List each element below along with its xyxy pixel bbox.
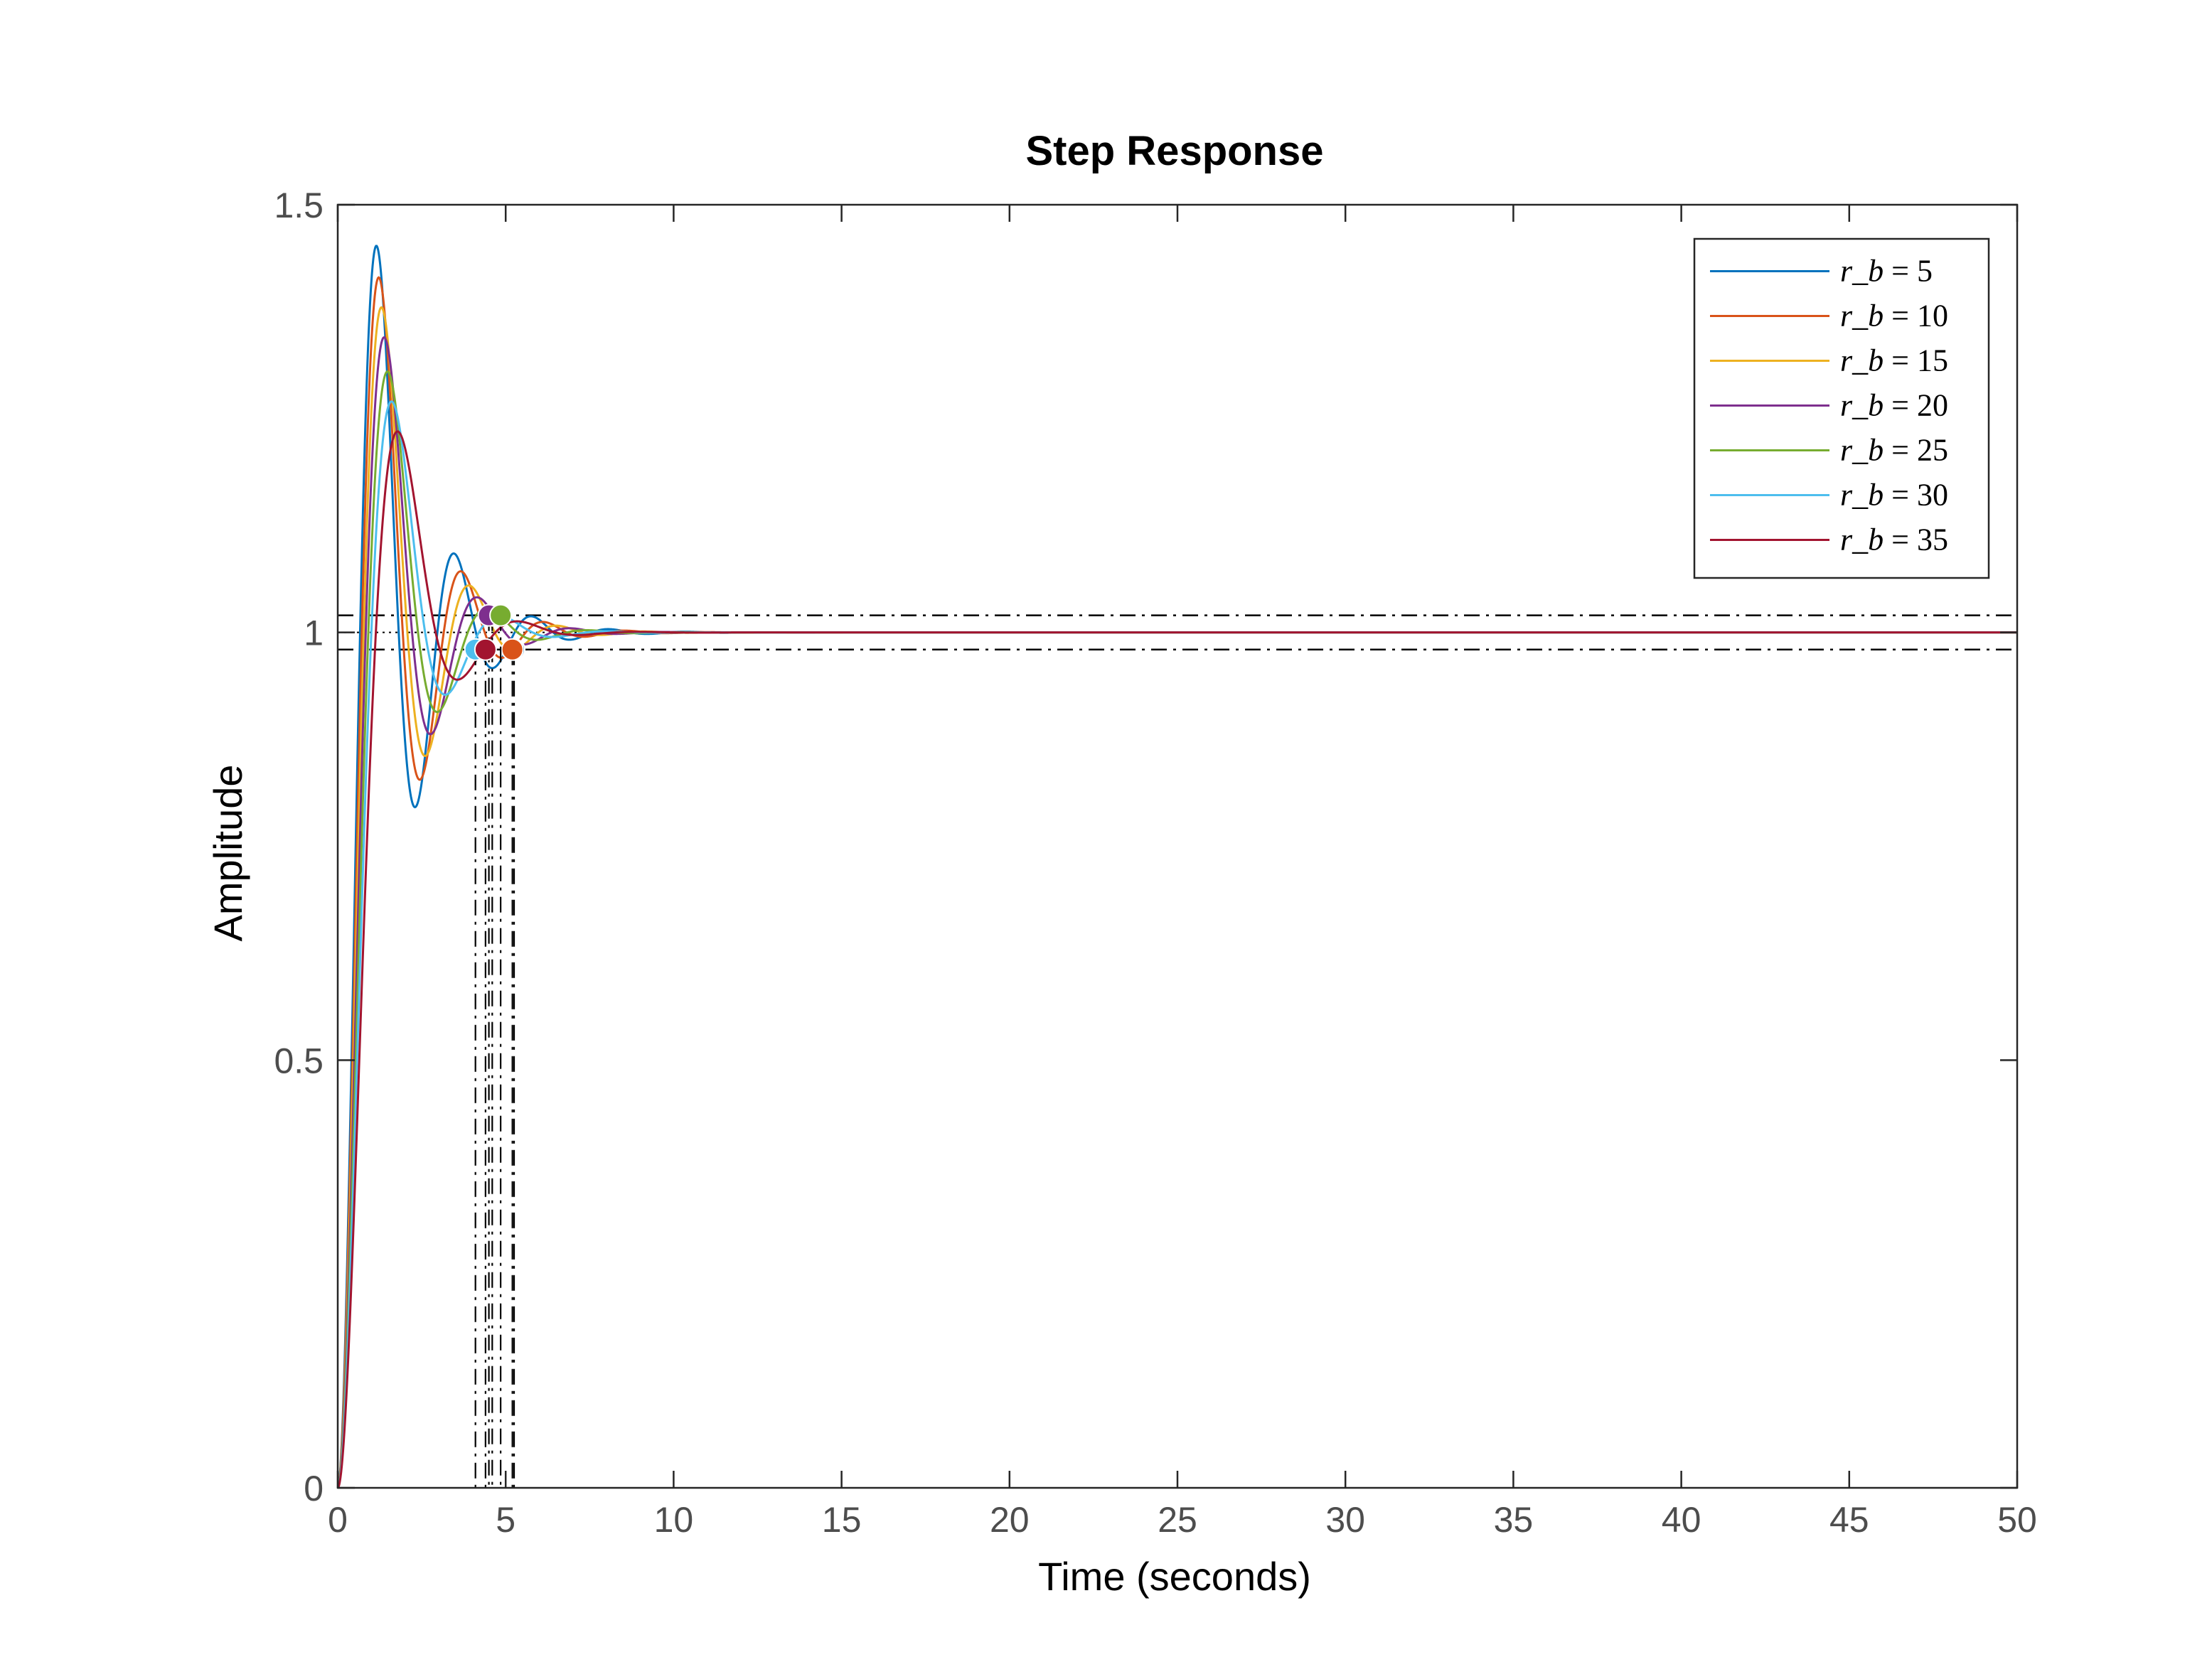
x-tick-label-50: 50 bbox=[1997, 1500, 2037, 1540]
legend-entry-5: r_b = 25 bbox=[1840, 433, 1948, 468]
x-tick-label-5: 5 bbox=[496, 1500, 515, 1540]
x-tick-label-45: 45 bbox=[1829, 1500, 1869, 1540]
legend-entry-6: r_b = 30 bbox=[1840, 478, 1948, 513]
legend-box bbox=[1693, 237, 1990, 579]
y-tick-label-0.5: 0.5 bbox=[274, 1041, 324, 1081]
x-tick-label-35: 35 bbox=[1494, 1500, 1534, 1540]
settling-time-marker-5 bbox=[489, 604, 513, 627]
x-tick-label-30: 30 bbox=[1325, 1500, 1365, 1540]
y-axis-label: Amplitude bbox=[205, 764, 250, 941]
series-line-7 bbox=[336, 430, 2017, 1489]
x-tick-label-10: 10 bbox=[654, 1500, 694, 1540]
y-tick-label-0: 0 bbox=[304, 1469, 324, 1508]
x-tick-label-20: 20 bbox=[990, 1500, 1030, 1540]
legend-entry-3: r_b = 15 bbox=[1840, 343, 1948, 378]
series-layer bbox=[336, 245, 2017, 1489]
settling-time-marker-2 bbox=[501, 638, 524, 661]
legend: r_b = 5 r_b = 10 r_b = 15 r_b = 20 r_b = 25 r… bbox=[1693, 237, 1990, 579]
settling-markers-layer bbox=[464, 604, 526, 1488]
legend-entry-2: r_b = 10 bbox=[1840, 299, 1948, 333]
x-tick-label-0: 0 bbox=[328, 1500, 348, 1540]
x-tick-label-40: 40 bbox=[1662, 1500, 1701, 1540]
x-axis-label: Time (seconds) bbox=[1038, 1554, 1311, 1599]
chart-title: Step Response bbox=[1026, 128, 1324, 174]
legend-entry-4: r_b = 20 bbox=[1840, 388, 1948, 423]
legend-entry-1: r_b = 5 bbox=[1840, 254, 1933, 289]
axes-layer: 0 5 10 15 20 25 30 35 40 45 50 0 0.5 1 1.5 bbox=[274, 186, 2036, 1540]
x-tick-label-25: 25 bbox=[1158, 1500, 1197, 1540]
y-tick-label-1: 1 bbox=[304, 613, 324, 653]
legend-entry-7: r_b = 35 bbox=[1840, 522, 1948, 557]
y-tick-label-1.5: 1.5 bbox=[274, 186, 324, 225]
x-tick-label-15: 15 bbox=[822, 1500, 862, 1540]
settling-time-marker-7 bbox=[474, 638, 497, 661]
